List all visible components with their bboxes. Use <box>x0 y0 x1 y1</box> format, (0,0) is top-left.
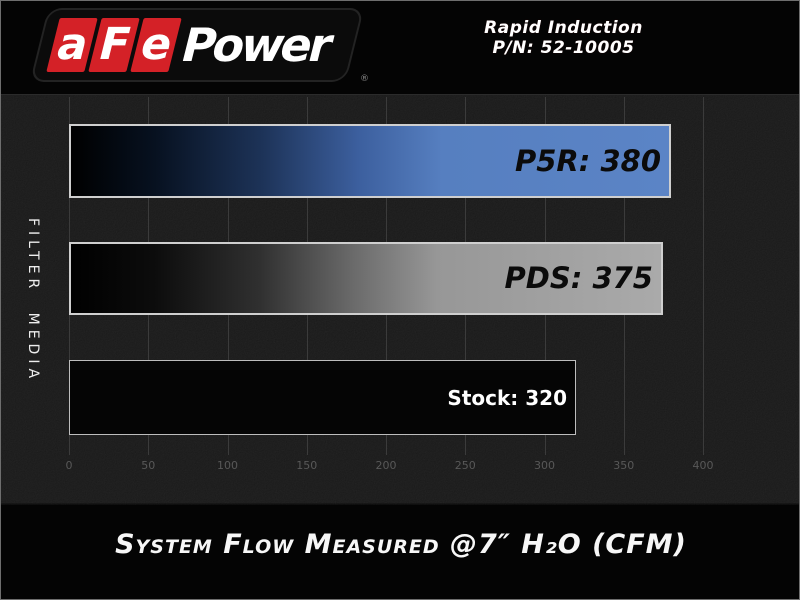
y-axis-label: FILTER MEDIA <box>25 218 41 384</box>
registered-trademark-icon: ® <box>360 74 369 84</box>
logo-letter-e: e <box>135 19 177 70</box>
logo-power-text: Power <box>175 18 337 72</box>
afe-power-logo: a F e Power ® <box>32 10 369 84</box>
bar-p5r: P5R: 380 <box>69 124 671 198</box>
bar-stock: Stock: 320 <box>69 360 576 435</box>
logo-letter-a: a <box>51 19 93 70</box>
bar-value-label: PDS: 375 <box>504 261 653 295</box>
part-number: P/N: 52-10005 <box>492 38 635 58</box>
x-tick-label: 250 <box>454 459 476 472</box>
x-tick-label: 200 <box>375 459 397 472</box>
x-tick-label: 50 <box>141 459 156 472</box>
bar-value-label: Stock: 320 <box>447 385 567 410</box>
x-tick-label: 100 <box>217 459 238 472</box>
plot-area: 0 50 100 150 200 250 300 350 400 P5R: 380 PDS: 375… <box>1 94 799 505</box>
x-tick-label: 150 <box>296 459 318 472</box>
product-info: Rapid Induction P/N: 52-10005 <box>456 18 671 58</box>
x-tick-label: 350 <box>613 459 635 472</box>
logo-letter-f: F <box>93 19 135 70</box>
bar-pds: PDS: 375 <box>69 242 663 315</box>
bar-value-label: P5R: 380 <box>515 143 661 178</box>
logo-letter-block: e <box>130 18 182 72</box>
x-tick-label: 300 <box>534 459 555 472</box>
header: a F e Power ® Rapid Induction P/N: 52-10… <box>1 1 799 94</box>
x-tick-label: 400 <box>692 459 714 472</box>
logo-afe-red-blocks: a F e <box>46 18 182 72</box>
logo-box: a F e Power <box>32 10 362 80</box>
gridline <box>703 97 704 455</box>
chart-caption: System Flow Measured @7″ H₂O (CFM) <box>115 529 687 560</box>
x-tick-label: 0 <box>65 459 73 472</box>
product-name: Rapid Induction <box>484 18 643 38</box>
